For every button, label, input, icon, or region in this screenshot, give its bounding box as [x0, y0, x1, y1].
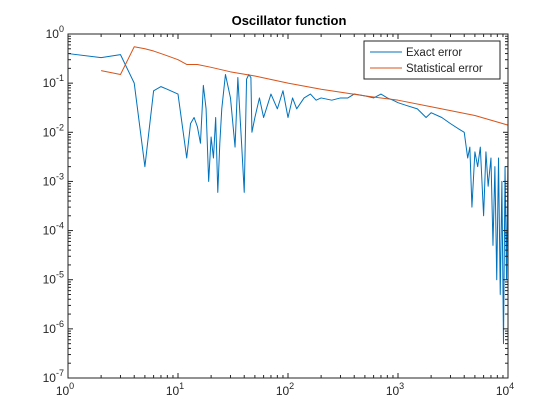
y-tick-label-base: 10 [43, 174, 57, 188]
y-tick-label: 10-7 [43, 368, 64, 385]
x-tick-label: 103 [386, 381, 404, 398]
x-tick-label-base: 10 [496, 384, 510, 398]
x-tick-label-base: 10 [386, 384, 400, 398]
chart-title: Oscillator function [232, 13, 347, 28]
y-tick-label: 10-5 [43, 270, 64, 287]
x-tick-label-base: 10 [56, 384, 70, 398]
tick-layer: 100 101 102 103 10410010-110-210-310-410-510… [43, 24, 515, 398]
y-tick-label: 10-2 [43, 122, 64, 139]
series-line-statistical-error [101, 46, 509, 126]
x-tick-label-exponent: 1 [179, 381, 184, 391]
y-tick-label-base: 10 [43, 273, 57, 287]
x-tick-label-base: 10 [276, 384, 290, 398]
x-tick-label: 100 [56, 381, 74, 398]
legend: Exact error Statistical error [363, 40, 501, 80]
y-tick-label-exponent: 0 [59, 24, 64, 34]
y-tick-label-exponent: -7 [56, 368, 64, 378]
y-tick-label-exponent: -5 [56, 270, 64, 280]
y-tick-label-exponent: -1 [56, 73, 64, 83]
y-tick-label-base: 10 [43, 224, 57, 238]
plot-area: 100 101 102 103 10410010-110-210-310-410-510… [43, 24, 515, 398]
y-tick-label-base: 10 [43, 371, 57, 385]
x-tick-label-exponent: 3 [399, 381, 404, 391]
series-line-exact-error [67, 53, 509, 345]
y-tick-label-exponent: -4 [56, 221, 64, 231]
y-tick-label-base: 10 [43, 125, 57, 139]
y-tick-label-base: 10 [43, 322, 57, 336]
y-tick-label-base: 10 [43, 76, 57, 90]
y-tick-label: 100 [46, 24, 64, 41]
x-tick-label: 102 [276, 381, 294, 398]
x-tick-label-exponent: 4 [509, 381, 514, 391]
y-tick-label-base: 10 [46, 27, 60, 41]
legend-label: Exact error [406, 47, 462, 59]
y-tick-label: 10-3 [43, 171, 64, 188]
axes-background [68, 34, 508, 378]
x-tick-label: 104 [496, 381, 514, 398]
y-tick-label: 10-1 [43, 73, 64, 90]
legend-box [363, 40, 501, 80]
y-tick-label: 10-6 [43, 319, 64, 336]
y-tick-label-exponent: -6 [56, 319, 64, 329]
legend-label: Statistical error [406, 63, 483, 75]
y-tick-label-exponent: -2 [56, 122, 64, 132]
y-tick-label-exponent: -3 [56, 171, 64, 181]
y-tick-label: 10-4 [43, 221, 64, 238]
x-tick-label-base: 10 [166, 384, 180, 398]
x-tick-label-exponent: 2 [289, 381, 294, 391]
series-layer [67, 46, 509, 345]
x-tick-label-exponent: 0 [69, 381, 74, 391]
x-tick-label: 101 [166, 381, 184, 398]
